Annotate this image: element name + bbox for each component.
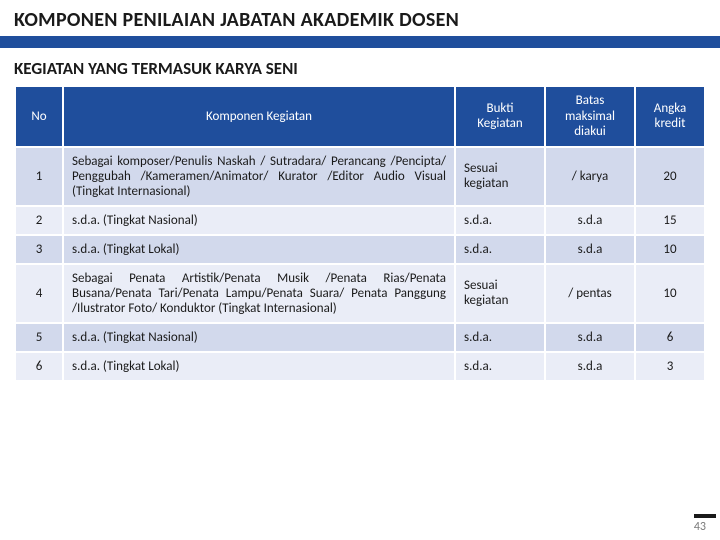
page-number: 43 [694,520,706,534]
page-subtitle: KEGIATAN YANG TERMASUK KARYA SENI [0,48,720,85]
col-header-no: No [15,86,63,147]
title-bar: KOMPONEN PENILAIAN JABATAN AKADEMIK DOSE… [0,0,720,36]
cell-bukti: Sesuai kegiatan [455,147,545,206]
cell-komponen: Sebagai komposer/Penulis Naskah / Sutrad… [63,147,455,206]
table-row: 1 Sebagai komposer/Penulis Naskah / Sutr… [15,147,705,206]
cell-angka: 6 [635,323,705,352]
cell-no: 6 [15,352,63,381]
table-row: 5 s.d.a. (Tingkat Nasional) s.d.a. s.d.a… [15,323,705,352]
assessment-table: No Komponen Kegiatan Bukti Kegiatan Bata… [14,85,706,382]
cell-batas: / karya [545,147,635,206]
col-header-batas: Batas maksimal diakui [545,86,635,147]
cell-bukti: s.d.a. [455,206,545,235]
col-header-angka: Angka kredit [635,86,705,147]
table-container: No Komponen Kegiatan Bukti Kegiatan Bata… [0,85,720,382]
cell-no: 5 [15,323,63,352]
col-header-komponen: Komponen Kegiatan [63,86,455,147]
cell-batas: s.d.a [545,235,635,264]
cell-no: 1 [15,147,63,206]
cell-bukti: s.d.a. [455,352,545,381]
cell-komponen: Sebagai Penata Artistik/Penata Musik /Pe… [63,264,455,323]
cell-komponen: s.d.a. (Tingkat Nasional) [63,323,455,352]
corner-mark-icon [694,514,716,518]
cell-no: 4 [15,264,63,323]
cell-angka: 10 [635,235,705,264]
cell-angka: 3 [635,352,705,381]
header-strip [0,36,720,48]
cell-bukti: s.d.a. [455,323,545,352]
cell-bukti: Sesuai kegiatan [455,264,545,323]
cell-no: 3 [15,235,63,264]
cell-angka: 15 [635,206,705,235]
cell-angka: 20 [635,147,705,206]
table-row: 3 s.d.a. (Tingkat Lokal) s.d.a. s.d.a 10 [15,235,705,264]
table-body: 1 Sebagai komposer/Penulis Naskah / Sutr… [15,147,705,381]
cell-komponen: s.d.a. (Tingkat Lokal) [63,352,455,381]
cell-bukti: s.d.a. [455,235,545,264]
page-title: KOMPONEN PENILAIAN JABATAN AKADEMIK DOSE… [14,8,706,32]
cell-komponen: s.d.a. (Tingkat Lokal) [63,235,455,264]
table-row: 6 s.d.a. (Tingkat Lokal) s.d.a. s.d.a 3 [15,352,705,381]
cell-no: 2 [15,206,63,235]
cell-batas: / pentas [545,264,635,323]
cell-batas: s.d.a [545,352,635,381]
table-row: 2 s.d.a. (Tingkat Nasional) s.d.a. s.d.a… [15,206,705,235]
cell-komponen: s.d.a. (Tingkat Nasional) [63,206,455,235]
col-header-bukti: Bukti Kegiatan [455,86,545,147]
table-header: No Komponen Kegiatan Bukti Kegiatan Bata… [15,86,705,147]
cell-batas: s.d.a [545,206,635,235]
cell-batas: s.d.a [545,323,635,352]
cell-angka: 10 [635,264,705,323]
table-row: 4 Sebagai Penata Artistik/Penata Musik /… [15,264,705,323]
